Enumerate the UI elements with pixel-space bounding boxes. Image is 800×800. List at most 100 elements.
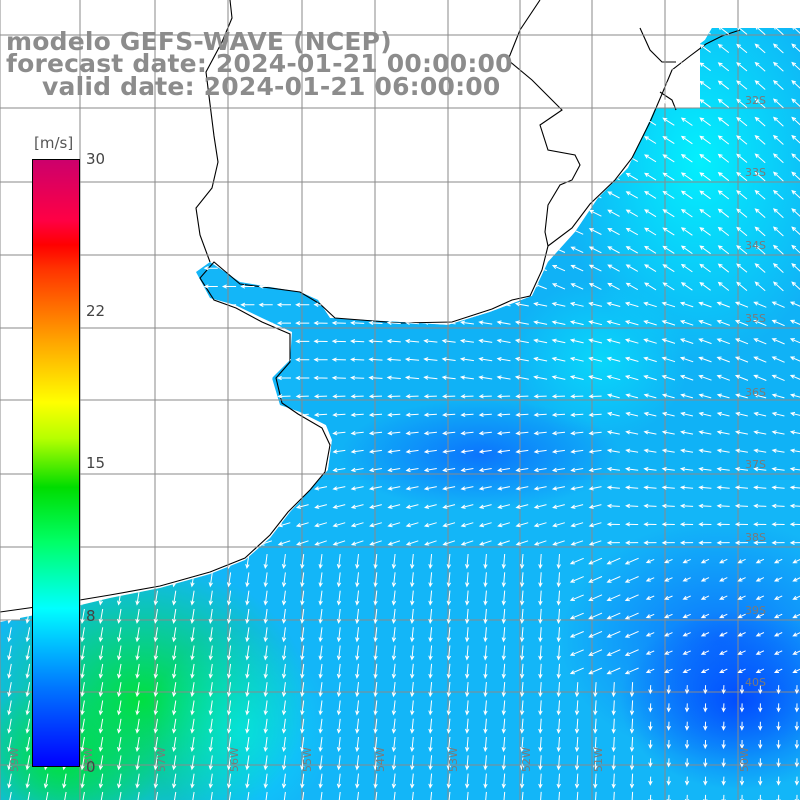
wind-arrow	[501, 663, 506, 679]
wind-arrow	[679, 522, 694, 527]
wind-arrow	[203, 266, 218, 271]
wind-arrow	[460, 394, 474, 399]
wind-arrow	[313, 320, 328, 326]
wind-arrow	[716, 485, 730, 490]
wind-arrow	[226, 737, 232, 753]
wind-arrow	[112, 430, 126, 436]
wind-arrow	[331, 284, 346, 289]
wind-arrow	[716, 448, 730, 453]
wind-arrow	[295, 486, 309, 491]
wind-arrow	[369, 504, 382, 509]
wind-arrow	[719, 668, 728, 673]
wind-arrow	[661, 374, 676, 381]
wind-arrow	[336, 682, 342, 698]
wind-arrow	[588, 594, 603, 601]
wind-arrow	[62, 791, 67, 800]
wind-arrow	[682, 558, 691, 564]
wind-arrow	[460, 118, 474, 124]
wind-arrow	[465, 663, 470, 679]
wind-arrow	[556, 645, 561, 661]
wind-arrow	[405, 394, 419, 399]
wind-arrow	[593, 736, 598, 753]
wind-arrow	[208, 627, 213, 643]
wind-arrow	[245, 572, 250, 588]
wind-arrow	[263, 590, 268, 606]
wind-arrow	[483, 755, 488, 771]
wind-arrow	[2, 412, 17, 417]
wind-arrow	[2, 357, 17, 362]
wind-arrow	[501, 590, 506, 606]
wind-arrow	[791, 43, 800, 54]
wind-arrow	[112, 357, 127, 362]
wind-arrow	[300, 663, 305, 679]
wind-arrow	[148, 156, 163, 161]
wind-arrow	[717, 80, 730, 90]
wind-arrow	[465, 700, 470, 716]
wind-arrow	[315, 10, 328, 13]
wind-arrow	[135, 645, 140, 661]
wind-arrow	[533, 320, 548, 325]
wind-arrow	[570, 504, 584, 509]
wind-arrow	[789, 430, 800, 435]
wind-arrow	[606, 356, 621, 362]
wind-arrow	[240, 266, 255, 271]
wind-arrow	[754, 61, 766, 72]
wind-arrow	[386, 375, 401, 380]
wind-arrow	[130, 211, 145, 216]
wind-arrow	[515, 82, 529, 88]
wind-arrow	[483, 627, 488, 643]
wind-arrow	[771, 356, 785, 363]
wind-arrow	[112, 174, 127, 179]
wind-arrow	[703, 758, 708, 768]
wind-arrow	[680, 80, 693, 90]
wind-arrow	[167, 394, 181, 399]
wind-arrow	[350, 339, 365, 344]
wind-arrow	[441, 155, 456, 161]
wind-arrow	[245, 737, 250, 753]
wind-arrow	[533, 449, 547, 454]
wind-arrow	[368, 174, 383, 179]
wind-arrow	[57, 101, 72, 106]
colorbar	[32, 159, 80, 767]
wind-arrow	[277, 540, 291, 546]
wind-arrow	[680, 117, 693, 126]
wind-arrow	[277, 394, 291, 399]
wind-arrow	[684, 758, 690, 768]
wind-arrow	[208, 755, 213, 771]
wind-arrow	[569, 557, 584, 565]
wind-arrow	[313, 137, 328, 143]
wind-arrow	[771, 374, 785, 382]
wind-arrow	[404, 357, 420, 362]
wind-arrow	[368, 430, 383, 436]
wind-arrow	[172, 645, 177, 661]
wind-arrow	[624, 667, 639, 675]
wind-arrow	[792, 595, 800, 600]
wind-arrow	[203, 229, 218, 234]
wind-arrow	[625, 191, 639, 199]
wind-arrow	[699, 99, 711, 108]
wind-arrow	[428, 736, 433, 753]
wind-arrow	[569, 667, 584, 675]
wind-arrow	[368, 119, 383, 124]
wind-arrow	[519, 736, 525, 753]
wind-arrow	[368, 283, 383, 289]
wind-arrow	[263, 700, 268, 716]
wind-arrow	[130, 357, 145, 362]
wind-arrow	[662, 190, 675, 199]
wind-arrow	[350, 247, 365, 252]
wind-arrow	[758, 794, 763, 800]
wind-arrow	[624, 301, 639, 308]
wind-arrow	[699, 263, 711, 273]
wind-arrow	[588, 412, 602, 417]
wind-arrow	[258, 192, 273, 198]
wind-arrow	[221, 375, 237, 381]
wind-arrow	[478, 283, 493, 289]
wind-arrow	[772, 208, 784, 219]
wind-arrow	[355, 755, 360, 771]
wind-arrow	[679, 540, 694, 545]
wind-arrow	[112, 211, 127, 216]
wind-arrow	[716, 540, 730, 545]
wind-arrow	[428, 682, 433, 698]
wind-arrow	[240, 522, 254, 528]
wind-arrow	[149, 394, 163, 399]
